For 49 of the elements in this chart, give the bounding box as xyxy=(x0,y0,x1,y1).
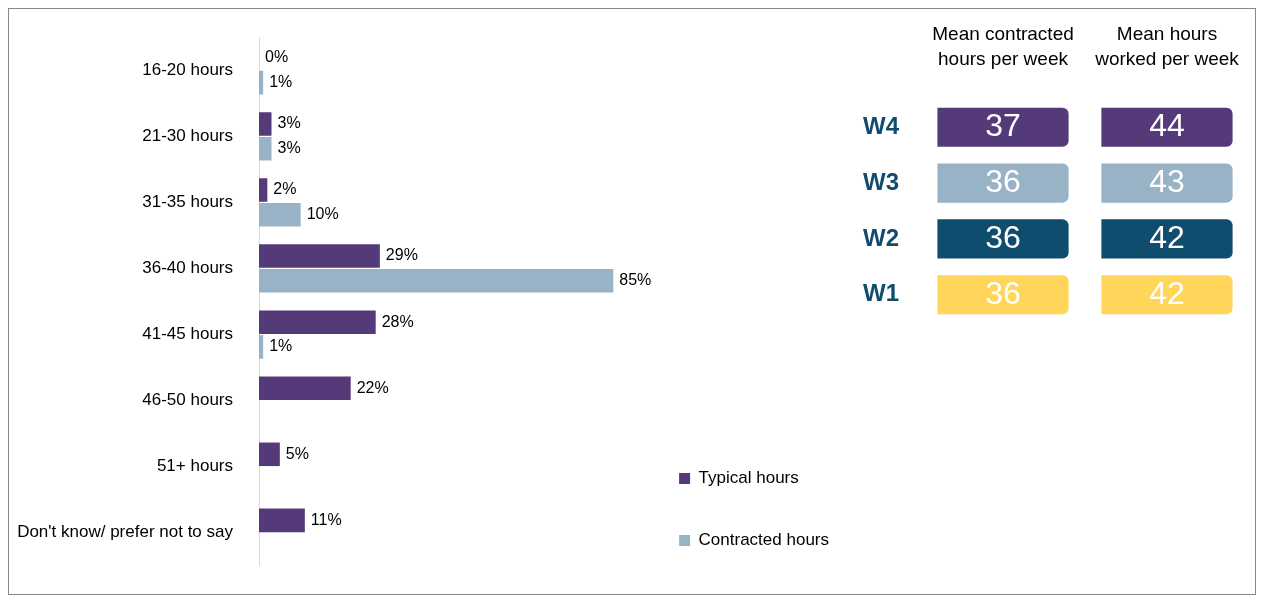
y-tick-label: 36-40 hours xyxy=(142,258,233,278)
data-label: 43 xyxy=(1149,162,1185,199)
y-tick-label: 41-45 hours xyxy=(142,324,233,344)
data-label: 37 xyxy=(985,107,1021,144)
data-label: 22% xyxy=(356,378,389,396)
data-label: 1% xyxy=(269,73,293,91)
data-label: 3% xyxy=(277,114,301,132)
bar xyxy=(259,335,264,359)
y-tick-label: W2 xyxy=(863,223,899,251)
bar xyxy=(259,203,301,227)
data-label: 2% xyxy=(273,180,297,198)
data-label: 36 xyxy=(985,162,1021,199)
data-label: 36 xyxy=(985,218,1021,255)
bar xyxy=(259,178,268,202)
data-label: 0% xyxy=(265,48,289,66)
bar xyxy=(259,136,272,161)
y-tick-label: W4 xyxy=(863,111,900,139)
data-label: 42 xyxy=(1149,218,1185,255)
y-tick-label: 51+ hours xyxy=(156,456,233,476)
y-tick-label: Don't know/ prefer not to say xyxy=(17,522,234,542)
data-label: 28% xyxy=(381,312,414,330)
data-label: 29% xyxy=(385,246,418,264)
y-tick-label: 46-50 hours xyxy=(142,390,233,410)
legend-label: Typical hours xyxy=(698,468,799,488)
data-label: 44 xyxy=(1149,107,1185,144)
bar xyxy=(259,112,272,136)
bar xyxy=(259,70,264,95)
data-label: 85% xyxy=(619,271,652,289)
bar xyxy=(259,508,305,533)
data-label: 11% xyxy=(310,510,342,528)
bar xyxy=(259,442,280,467)
bar xyxy=(259,244,380,268)
y-tick-label: 21-30 hours xyxy=(142,126,233,145)
data-label: 3% xyxy=(277,139,301,157)
x-tick-label: Mean hours worked per week xyxy=(1094,22,1240,71)
data-label: 5% xyxy=(285,444,309,462)
bar xyxy=(259,310,376,334)
legend-label: Contracted hours xyxy=(698,530,829,550)
bar xyxy=(259,269,614,293)
data-label: 1% xyxy=(269,337,293,355)
y-tick-label: 16-20 hours xyxy=(142,59,233,79)
x-tick-label: Mean contracted hours per week xyxy=(931,22,1075,71)
y-tick-label: W1 xyxy=(863,279,899,307)
data-label: 36 xyxy=(985,274,1021,311)
y-tick-label: W3 xyxy=(863,167,899,195)
y-tick-label: 31-35 hours xyxy=(142,192,233,212)
data-label: 10% xyxy=(306,205,339,223)
data-label: 42 xyxy=(1149,274,1185,311)
bar xyxy=(259,376,351,400)
